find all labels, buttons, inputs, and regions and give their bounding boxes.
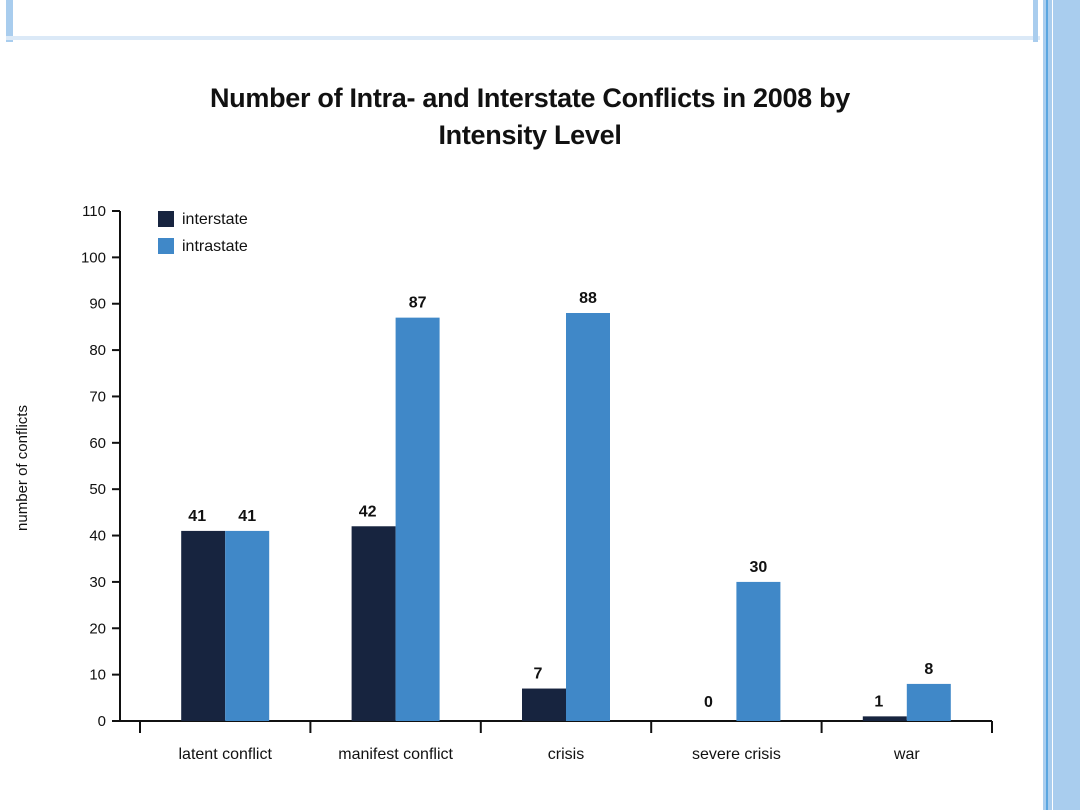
decorative-line-right	[1046, 0, 1048, 810]
y-tick-label: 60	[89, 435, 106, 452]
decorative-bar-top	[6, 36, 1040, 40]
x-tick-label: war	[893, 746, 920, 763]
data-label-interstate: 0	[704, 694, 713, 711]
data-label-intrastate: 88	[579, 290, 597, 307]
data-label-interstate: 42	[359, 503, 377, 520]
y-tick-label: 10	[89, 667, 106, 684]
legend-label-intrastate: intrastate	[182, 238, 248, 255]
x-tick-label: crisis	[548, 746, 584, 763]
y-tick-label: 90	[89, 296, 106, 313]
bar-intrastate	[906, 683, 951, 721]
bar-interstate	[862, 716, 907, 721]
data-label-interstate: 1	[874, 693, 883, 710]
data-label-interstate: 41	[188, 508, 206, 525]
bar-interstate	[522, 688, 566, 721]
decorative-line-right-inner	[1052, 0, 1053, 810]
data-label-intrastate: 8	[924, 661, 933, 678]
y-tick-label: 50	[89, 481, 106, 498]
legend-swatch-intrastate	[158, 238, 174, 254]
data-label-intrastate: 87	[409, 295, 427, 312]
data-label-interstate: 7	[534, 666, 543, 683]
data-label-intrastate: 41	[238, 508, 256, 525]
bar-intrastate	[225, 530, 270, 721]
legend-swatch-interstate	[158, 211, 174, 227]
bar-interstate	[181, 530, 226, 721]
x-tick-label: latent conflict	[179, 746, 273, 763]
y-tick-label: 100	[81, 249, 106, 266]
y-tick-label: 110	[82, 203, 106, 220]
data-label-intrastate: 30	[750, 559, 768, 576]
chart-title-line-1: Number of Intra- and Interstate Conflict…	[209, 83, 851, 113]
bar-intrastate	[566, 313, 610, 721]
x-tick-label: severe crisis	[692, 746, 781, 763]
chart-title: Number of Intra- and Interstate Conflict…	[90, 80, 970, 154]
y-tick-label: 80	[89, 342, 106, 359]
y-tick-label: 40	[89, 528, 106, 545]
y-tick-label: 30	[89, 574, 106, 591]
decorative-bar-top-left	[6, 0, 13, 42]
y-tick-label: 0	[98, 713, 106, 730]
y-tick-label: 70	[89, 388, 106, 405]
bar-intrastate	[736, 581, 781, 721]
y-tick-label: 20	[89, 620, 106, 637]
bar-intrastate	[395, 317, 440, 721]
decorative-bar-top-right	[1033, 0, 1038, 42]
x-tick-label: manifest conflict	[338, 746, 453, 763]
bar-interstate	[351, 526, 396, 721]
decorative-band-right	[1043, 0, 1080, 810]
y-axis-title: number of conflicts	[14, 405, 31, 531]
legend-label-interstate: interstate	[182, 211, 248, 228]
chart-title-line-2: Intensity Level	[438, 120, 622, 150]
